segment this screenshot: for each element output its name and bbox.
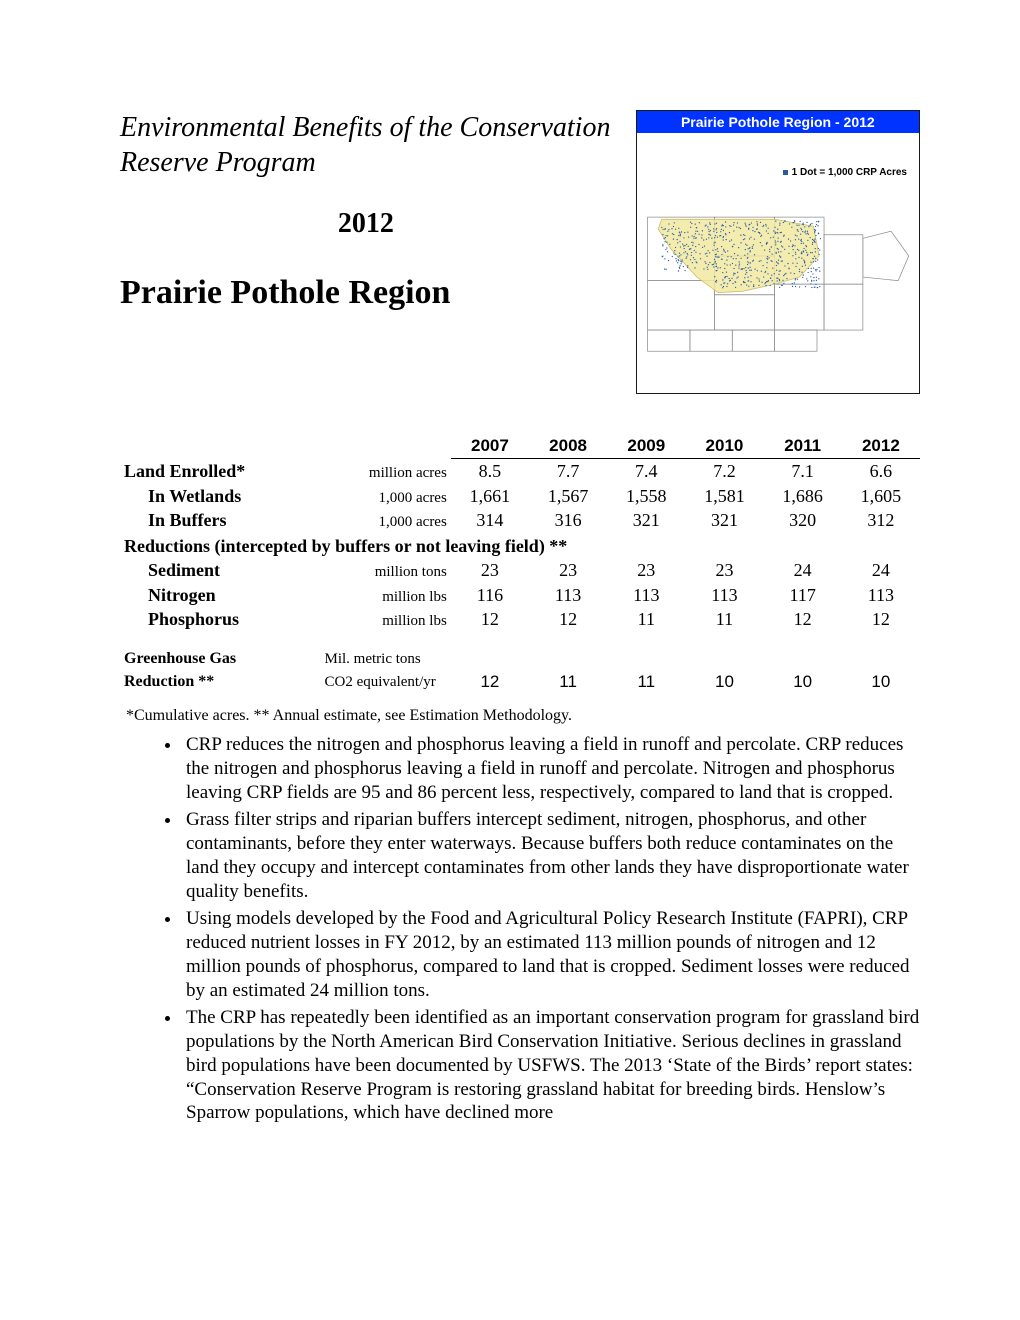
region-fill: [658, 219, 819, 292]
table-row: Sedimentmillion tons232323232424: [120, 558, 920, 583]
row-value: 316: [529, 508, 607, 533]
row-value: 1,558: [607, 484, 685, 509]
row-value: 7.4: [607, 459, 685, 484]
row-value: 320: [764, 508, 842, 533]
table-row: In Buffers1,000 acres314316321321320312: [120, 508, 920, 533]
row-value: 1,686: [764, 484, 842, 509]
row-value: 116: [451, 583, 529, 608]
document-year: 2012: [120, 208, 612, 240]
region-map: Prairie Pothole Region - 2012 1 Dot = 1,…: [636, 110, 920, 394]
row-value: 24: [764, 558, 842, 583]
row-unit: million lbs: [321, 583, 451, 608]
row-label: Phosphorus: [120, 607, 321, 632]
row-unit: million lbs: [321, 607, 451, 632]
section-label: Reductions (intercepted by buffers or no…: [120, 533, 920, 559]
row-value: 23: [685, 558, 763, 583]
ghg-row-2: Reduction ** CO2 equivalent/yr 12 11 11 …: [120, 670, 920, 693]
ghg-val: 10: [842, 670, 920, 693]
row-value: 7.2: [685, 459, 763, 484]
row-unit: 1,000 acres: [321, 508, 451, 533]
bullet-item: The CRP has repeatedly been identified a…: [182, 1006, 920, 1125]
row-value: 113: [842, 583, 920, 608]
row-label: Nitrogen: [120, 583, 321, 608]
row-value: 12: [842, 607, 920, 632]
row-value: 1,581: [685, 484, 763, 509]
row-unit: 1,000 acres: [321, 484, 451, 509]
row-value: 1,661: [451, 484, 529, 509]
table-row: Nitrogenmillion lbs116113113113117113: [120, 583, 920, 608]
row-value: 1,567: [529, 484, 607, 509]
header-row: Environmental Benefits of the Conservati…: [120, 110, 920, 394]
bullet-item: CRP reduces the nitrogen and phosphorus …: [182, 733, 920, 804]
ghg-unit-1: Mil. metric tons: [321, 648, 451, 670]
row-value: 11: [685, 607, 763, 632]
row-value: 12: [451, 607, 529, 632]
row-label: Sediment: [120, 558, 321, 583]
row-value: 321: [685, 508, 763, 533]
row-value: 24: [842, 558, 920, 583]
row-value: 314: [451, 508, 529, 533]
row-value: 6.6: [842, 459, 920, 484]
ghg-unit-2: CO2 equivalent/yr: [321, 670, 451, 693]
footnote: *Cumulative acres. ** Annual estimate, s…: [126, 707, 920, 725]
ghg-val: 12: [451, 670, 529, 693]
col-year: 2007: [451, 434, 529, 459]
section-reductions: Reductions (intercepted by buffers or no…: [120, 533, 920, 559]
bullet-item: Grass filter strips and riparian buffers…: [182, 808, 920, 903]
table-header-row: 2007 2008 2009 2010 2011 2012: [120, 434, 920, 459]
row-value: 12: [529, 607, 607, 632]
table-row: In Wetlands1,000 acres1,6611,5671,5581,5…: [120, 484, 920, 509]
row-value: 23: [607, 558, 685, 583]
map-svg: [637, 133, 919, 393]
document-title: Prairie Pothole Region: [120, 274, 612, 312]
row-value: 113: [607, 583, 685, 608]
row-value: 1,605: [842, 484, 920, 509]
row-value: 312: [842, 508, 920, 533]
col-year: 2012: [842, 434, 920, 459]
row-label: Land Enrolled*: [120, 459, 321, 484]
row-unit: million acres: [321, 459, 451, 484]
row-value: 23: [529, 558, 607, 583]
row-value: 7.1: [764, 459, 842, 484]
ghg-val: 11: [529, 670, 607, 693]
ghg-val: 11: [607, 670, 685, 693]
row-unit: million tons: [321, 558, 451, 583]
ghg-label-2: Reduction **: [120, 670, 321, 693]
document-subtitle: Environmental Benefits of the Conservati…: [120, 110, 612, 180]
table-row: Phosphorusmillion lbs121211111212: [120, 607, 920, 632]
header-text-block: Environmental Benefits of the Conservati…: [120, 110, 612, 312]
row-label: In Wetlands: [120, 484, 321, 509]
row-value: 12: [764, 607, 842, 632]
bullet-item: Using models developed by the Food and A…: [182, 907, 920, 1002]
row-value: 23: [451, 558, 529, 583]
row-value: 113: [685, 583, 763, 608]
row-value: 117: [764, 583, 842, 608]
ghg-row-1: Greenhouse Gas Mil. metric tons: [120, 648, 920, 670]
document-page: Environmental Benefits of the Conservati…: [0, 0, 1020, 1320]
ghg-label-1: Greenhouse Gas: [120, 648, 321, 670]
row-value: 113: [529, 583, 607, 608]
map-title: Prairie Pothole Region - 2012: [637, 111, 919, 133]
table-row: Land Enrolled*million acres8.57.77.47.27…: [120, 459, 920, 484]
row-value: 11: [607, 607, 685, 632]
ghg-val: 10: [685, 670, 763, 693]
data-table: 2007 2008 2009 2010 2011 2012 Land Enrol…: [120, 434, 920, 693]
col-year: 2011: [764, 434, 842, 459]
row-value: 321: [607, 508, 685, 533]
row-label: In Buffers: [120, 508, 321, 533]
col-year: 2010: [685, 434, 763, 459]
ghg-val: 10: [764, 670, 842, 693]
row-value: 8.5: [451, 459, 529, 484]
row-value: 7.7: [529, 459, 607, 484]
col-year: 2009: [607, 434, 685, 459]
bullet-list: CRP reduces the nitrogen and phosphorus …: [120, 733, 920, 1125]
col-year: 2008: [529, 434, 607, 459]
map-body: 1 Dot = 1,000 CRP Acres: [637, 133, 919, 393]
